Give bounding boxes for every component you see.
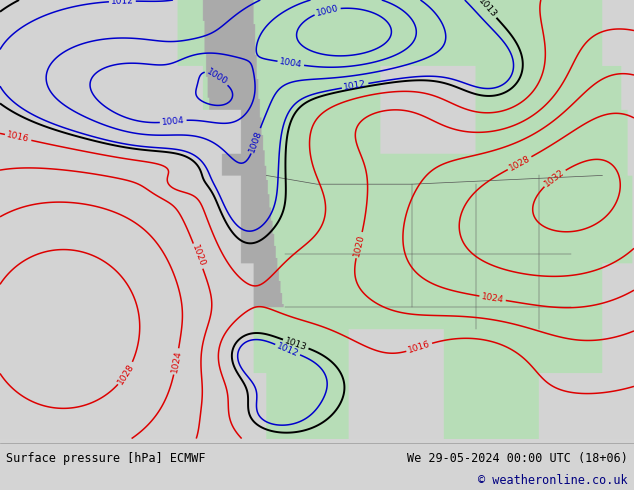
Text: 1008: 1008 <box>248 128 264 153</box>
Text: 1024: 1024 <box>170 349 183 373</box>
Text: 1020: 1020 <box>352 233 366 257</box>
Text: 1032: 1032 <box>543 167 566 188</box>
Text: 1000: 1000 <box>205 67 229 87</box>
Text: © weatheronline.co.uk: © weatheronline.co.uk <box>478 474 628 487</box>
Text: 1012: 1012 <box>275 341 300 358</box>
Text: 1016: 1016 <box>407 340 432 355</box>
Text: 1016: 1016 <box>6 130 30 144</box>
Text: We 29-05-2024 00:00 UTC (18+06): We 29-05-2024 00:00 UTC (18+06) <box>407 452 628 465</box>
Text: 1004: 1004 <box>279 57 303 70</box>
Text: 1000: 1000 <box>315 3 340 18</box>
Text: Surface pressure [hPa] ECMWF: Surface pressure [hPa] ECMWF <box>6 452 206 465</box>
Text: 1028: 1028 <box>116 362 136 386</box>
Text: 1013: 1013 <box>477 0 498 19</box>
Text: 1028: 1028 <box>507 154 532 172</box>
Text: 1012: 1012 <box>343 79 367 92</box>
Polygon shape <box>0 0 634 439</box>
Text: 1020: 1020 <box>190 244 207 269</box>
Text: 1013: 1013 <box>283 336 308 352</box>
Text: 1004: 1004 <box>162 116 185 127</box>
Text: 1024: 1024 <box>481 292 505 305</box>
Text: 1012: 1012 <box>111 0 134 6</box>
